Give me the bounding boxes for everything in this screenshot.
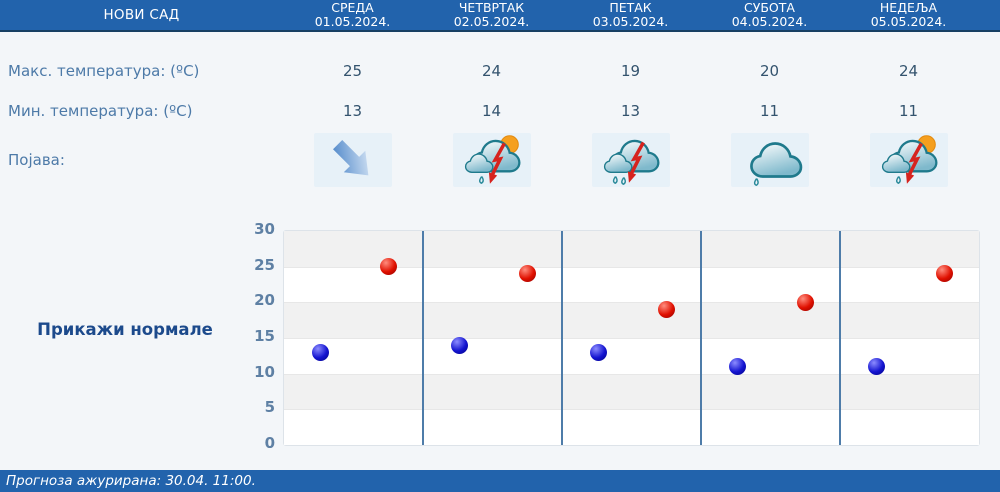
grid-band xyxy=(284,302,979,338)
phenomenon-label: Појава: xyxy=(8,151,65,169)
day-separator-line xyxy=(422,231,424,445)
day-name: СУБОТА xyxy=(744,0,795,15)
grid-band xyxy=(284,266,979,303)
grid-band xyxy=(284,231,979,267)
day-header-1: СРЕДА 01.05.2024. xyxy=(283,0,422,30)
day-date: 03.05.2024. xyxy=(592,14,669,29)
min-temp-point xyxy=(589,343,607,361)
min-temperature-label: Мин. температура: (ºC) xyxy=(8,101,193,120)
day-name: СРЕДА xyxy=(331,0,374,15)
day-header-5: НЕДЕЉА 05.05.2024. xyxy=(839,0,978,30)
min-temperature-row: Мин. температура: (ºC) 13 14 13 11 11 xyxy=(0,91,1000,130)
temperature-scatter-plot xyxy=(283,230,980,446)
forecast-updated-text: Прогноза ажурирана: 30.04. 11:00. xyxy=(6,473,256,489)
day-separator-line xyxy=(839,231,841,445)
thunderstorm-sun-icon xyxy=(452,133,531,187)
y-axis-tick-label: 10 xyxy=(254,362,275,381)
max-temp-value: 25 xyxy=(342,62,363,80)
day-header-4: СУБОТА 04.05.2024. xyxy=(700,0,839,30)
max-temp-value: 19 xyxy=(620,62,641,80)
temperature-chart-section: Прикажи нормале 0 5 10 15 20 25 30 xyxy=(0,190,1000,470)
max-temp-point xyxy=(935,265,953,283)
thunderstorm-sun-icon xyxy=(869,133,948,187)
y-axis-tick-label: 30 xyxy=(254,220,275,238)
max-temp-point xyxy=(379,258,397,276)
max-temp-value: 24 xyxy=(481,62,502,80)
day-separator-line xyxy=(561,231,563,445)
cloudy-icon xyxy=(730,133,809,187)
y-axis-tick-label: 5 xyxy=(264,398,275,417)
min-temp-value: 13 xyxy=(620,101,641,120)
max-temperature-label: Макс. температура: (ºC) xyxy=(8,62,200,80)
arrow-down-right-icon xyxy=(313,133,392,187)
day-headers: СРЕДА 01.05.2024. ЧЕТВРТАК 02.05.2024. ПЕТАК… xyxy=(283,0,978,30)
location-title: НОВИ САД xyxy=(103,7,180,23)
forecast-header: НОВИ САД СРЕДА 01.05.2024. ЧЕТВРТАК 02.05.2… xyxy=(0,0,1000,32)
y-axis-tick-label: 0 xyxy=(264,434,275,452)
day-date: 01.05.2024. xyxy=(314,14,391,29)
day-name: ЧЕТВРТАК xyxy=(458,0,525,15)
grid-band xyxy=(284,338,979,374)
max-temp-point xyxy=(657,300,675,318)
max-temp-point xyxy=(518,265,536,283)
y-axis-tick-label: 20 xyxy=(254,291,275,310)
min-temp-value: 11 xyxy=(759,101,780,120)
grid-band xyxy=(284,409,979,445)
day-header-2: ЧЕТВРТАК 02.05.2024. xyxy=(422,0,561,30)
phenomenon-row: Појава: xyxy=(0,130,1000,190)
show-normals-button[interactable]: Прикажи нормале xyxy=(37,320,213,339)
min-temp-value: 11 xyxy=(898,101,919,120)
day-separator-line xyxy=(700,231,702,445)
y-axis-tick-label: 15 xyxy=(254,327,275,345)
thunderstorm-icon xyxy=(591,133,670,187)
min-temp-point xyxy=(867,358,885,376)
min-temp-point xyxy=(311,343,329,361)
min-temp-value: 14 xyxy=(481,101,502,120)
day-name: ПЕТАК xyxy=(609,0,652,15)
min-temp-point xyxy=(728,358,746,376)
y-axis-tick-label: 25 xyxy=(254,255,275,274)
day-date: 02.05.2024. xyxy=(453,14,530,29)
grid-band xyxy=(284,373,979,410)
max-temp-point xyxy=(796,293,814,311)
day-name: НЕДЕЉА xyxy=(879,0,938,15)
max-temp-value: 24 xyxy=(898,62,919,80)
day-date: 05.05.2024. xyxy=(870,14,947,29)
day-date: 04.05.2024. xyxy=(731,14,808,29)
day-header-3: ПЕТАК 03.05.2024. xyxy=(561,0,700,30)
max-temp-value: 20 xyxy=(759,62,780,80)
min-temp-value: 13 xyxy=(342,101,363,120)
status-bar: Прогноза ажурирана: 30.04. 11:00. xyxy=(0,470,1000,492)
min-temp-point xyxy=(450,336,468,354)
max-temperature-row: Макс. температура: (ºC) 25 24 19 20 24 xyxy=(0,51,1000,91)
